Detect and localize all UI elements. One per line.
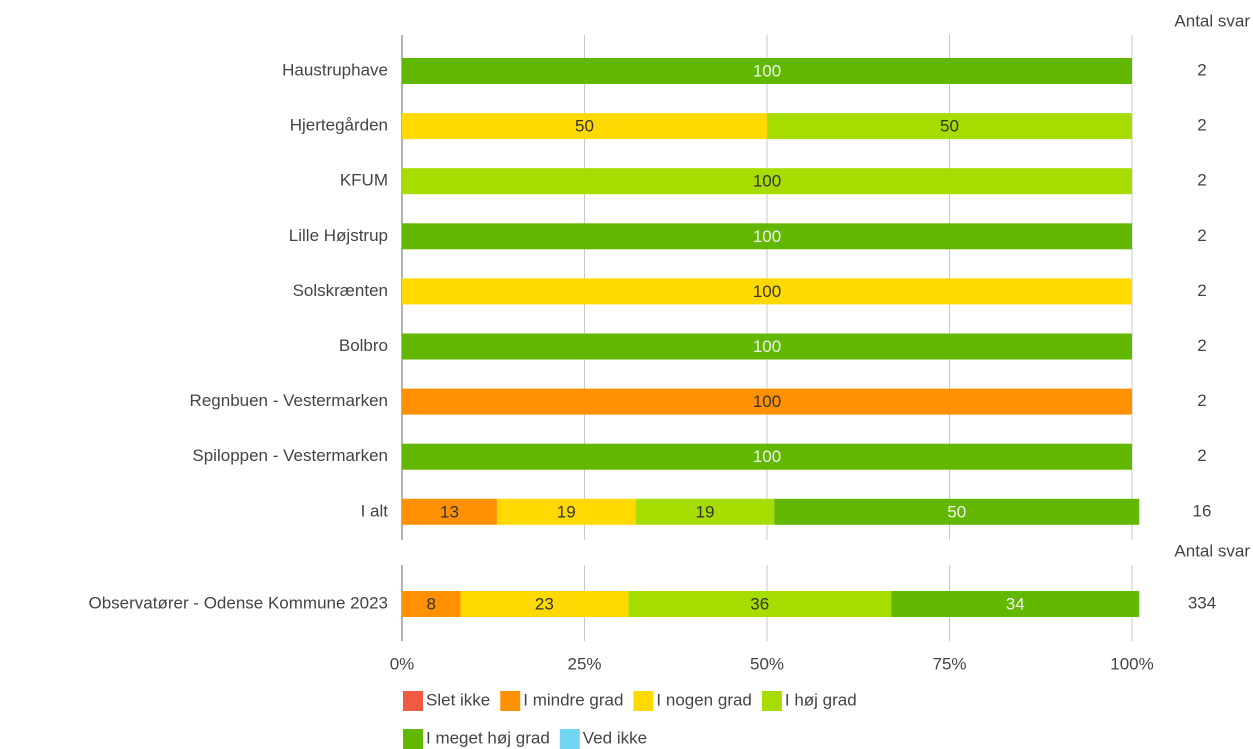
bar-segment [402, 223, 1132, 250]
category-label: Lille Højstrup [289, 226, 388, 245]
legend-swatch [500, 691, 521, 711]
bar-segment [402, 113, 767, 140]
legend-swatch [403, 691, 423, 711]
bar-segment [635, 498, 775, 525]
legend-label: Ved ikke [583, 728, 647, 747]
bar-segment [402, 58, 1132, 84]
data-label: 100 [753, 447, 781, 466]
data-label: 36 [750, 594, 769, 613]
count-label: 2 [1197, 446, 1206, 465]
category-label: Observatører - Odense Kommune 2023 [88, 593, 388, 612]
count-label: 16 [1193, 501, 1212, 520]
category-label: Hjertegården [290, 116, 388, 135]
data-label: 50 [940, 117, 959, 136]
legend-label: I nogen grad [656, 690, 751, 709]
x-tick-label: 0% [390, 654, 415, 673]
data-label: 50 [575, 117, 594, 136]
bar-segment [767, 113, 1132, 140]
bar-segment [402, 333, 1132, 360]
data-label: 34 [1006, 594, 1025, 613]
legend-swatch [633, 691, 654, 711]
category-label: Spiloppen - Vestermarken [192, 446, 388, 465]
x-tick-label: 100% [1110, 654, 1153, 673]
bar-segment [402, 278, 1132, 305]
count-label: 2 [1197, 336, 1206, 355]
count-header: Antal svar [1174, 541, 1250, 560]
x-tick-label: 50% [750, 654, 784, 673]
count-label: 2 [1197, 391, 1206, 410]
data-label: 13 [440, 502, 459, 521]
data-label: 100 [753, 282, 781, 301]
data-label: 23 [535, 594, 554, 613]
bar-segment [460, 591, 629, 617]
data-label: 100 [753, 227, 781, 246]
bar-segment [402, 498, 497, 525]
count-header: Antal svar [1174, 11, 1250, 30]
data-label: 50 [947, 502, 966, 521]
category-label: I alt [361, 501, 389, 520]
bar-segment [628, 591, 892, 617]
count-label: 334 [1188, 593, 1216, 612]
data-label: 100 [753, 172, 781, 191]
bar-segment [891, 591, 1140, 617]
legend-label: I meget høj grad [426, 728, 550, 747]
category-label: Haustruphave [282, 60, 388, 79]
count-label: 2 [1197, 226, 1206, 245]
legend-label: I høj grad [785, 690, 857, 709]
category-label: KFUM [340, 171, 388, 190]
legend-swatch [403, 729, 423, 749]
bar-segment [402, 443, 1132, 470]
legend-swatch [761, 691, 782, 711]
data-label: 100 [753, 337, 781, 356]
count-label: 2 [1197, 171, 1206, 190]
bar-segment [402, 168, 1132, 195]
x-tick-label: 75% [932, 654, 966, 673]
count-label: 2 [1197, 281, 1206, 300]
legend-swatch [559, 729, 580, 749]
data-label: 8 [426, 594, 435, 613]
bar-segment [496, 498, 636, 525]
legend-label: I mindre grad [523, 690, 623, 709]
bar-segment [774, 498, 1140, 525]
count-label: 2 [1197, 116, 1206, 135]
x-tick-label: 25% [567, 654, 601, 673]
data-label: 100 [753, 61, 781, 80]
bar-segment [402, 591, 461, 617]
category-label: Solskrænten [293, 281, 388, 300]
data-label: 100 [753, 392, 781, 411]
bar-segment [402, 388, 1132, 415]
legend-label: Slet ikke [426, 690, 490, 709]
data-label: 19 [695, 502, 714, 521]
data-label: 19 [557, 502, 576, 521]
category-label: Regnbuen - Vestermarken [190, 391, 388, 410]
count-label: 2 [1197, 60, 1206, 79]
category-label: Bolbro [339, 336, 388, 355]
